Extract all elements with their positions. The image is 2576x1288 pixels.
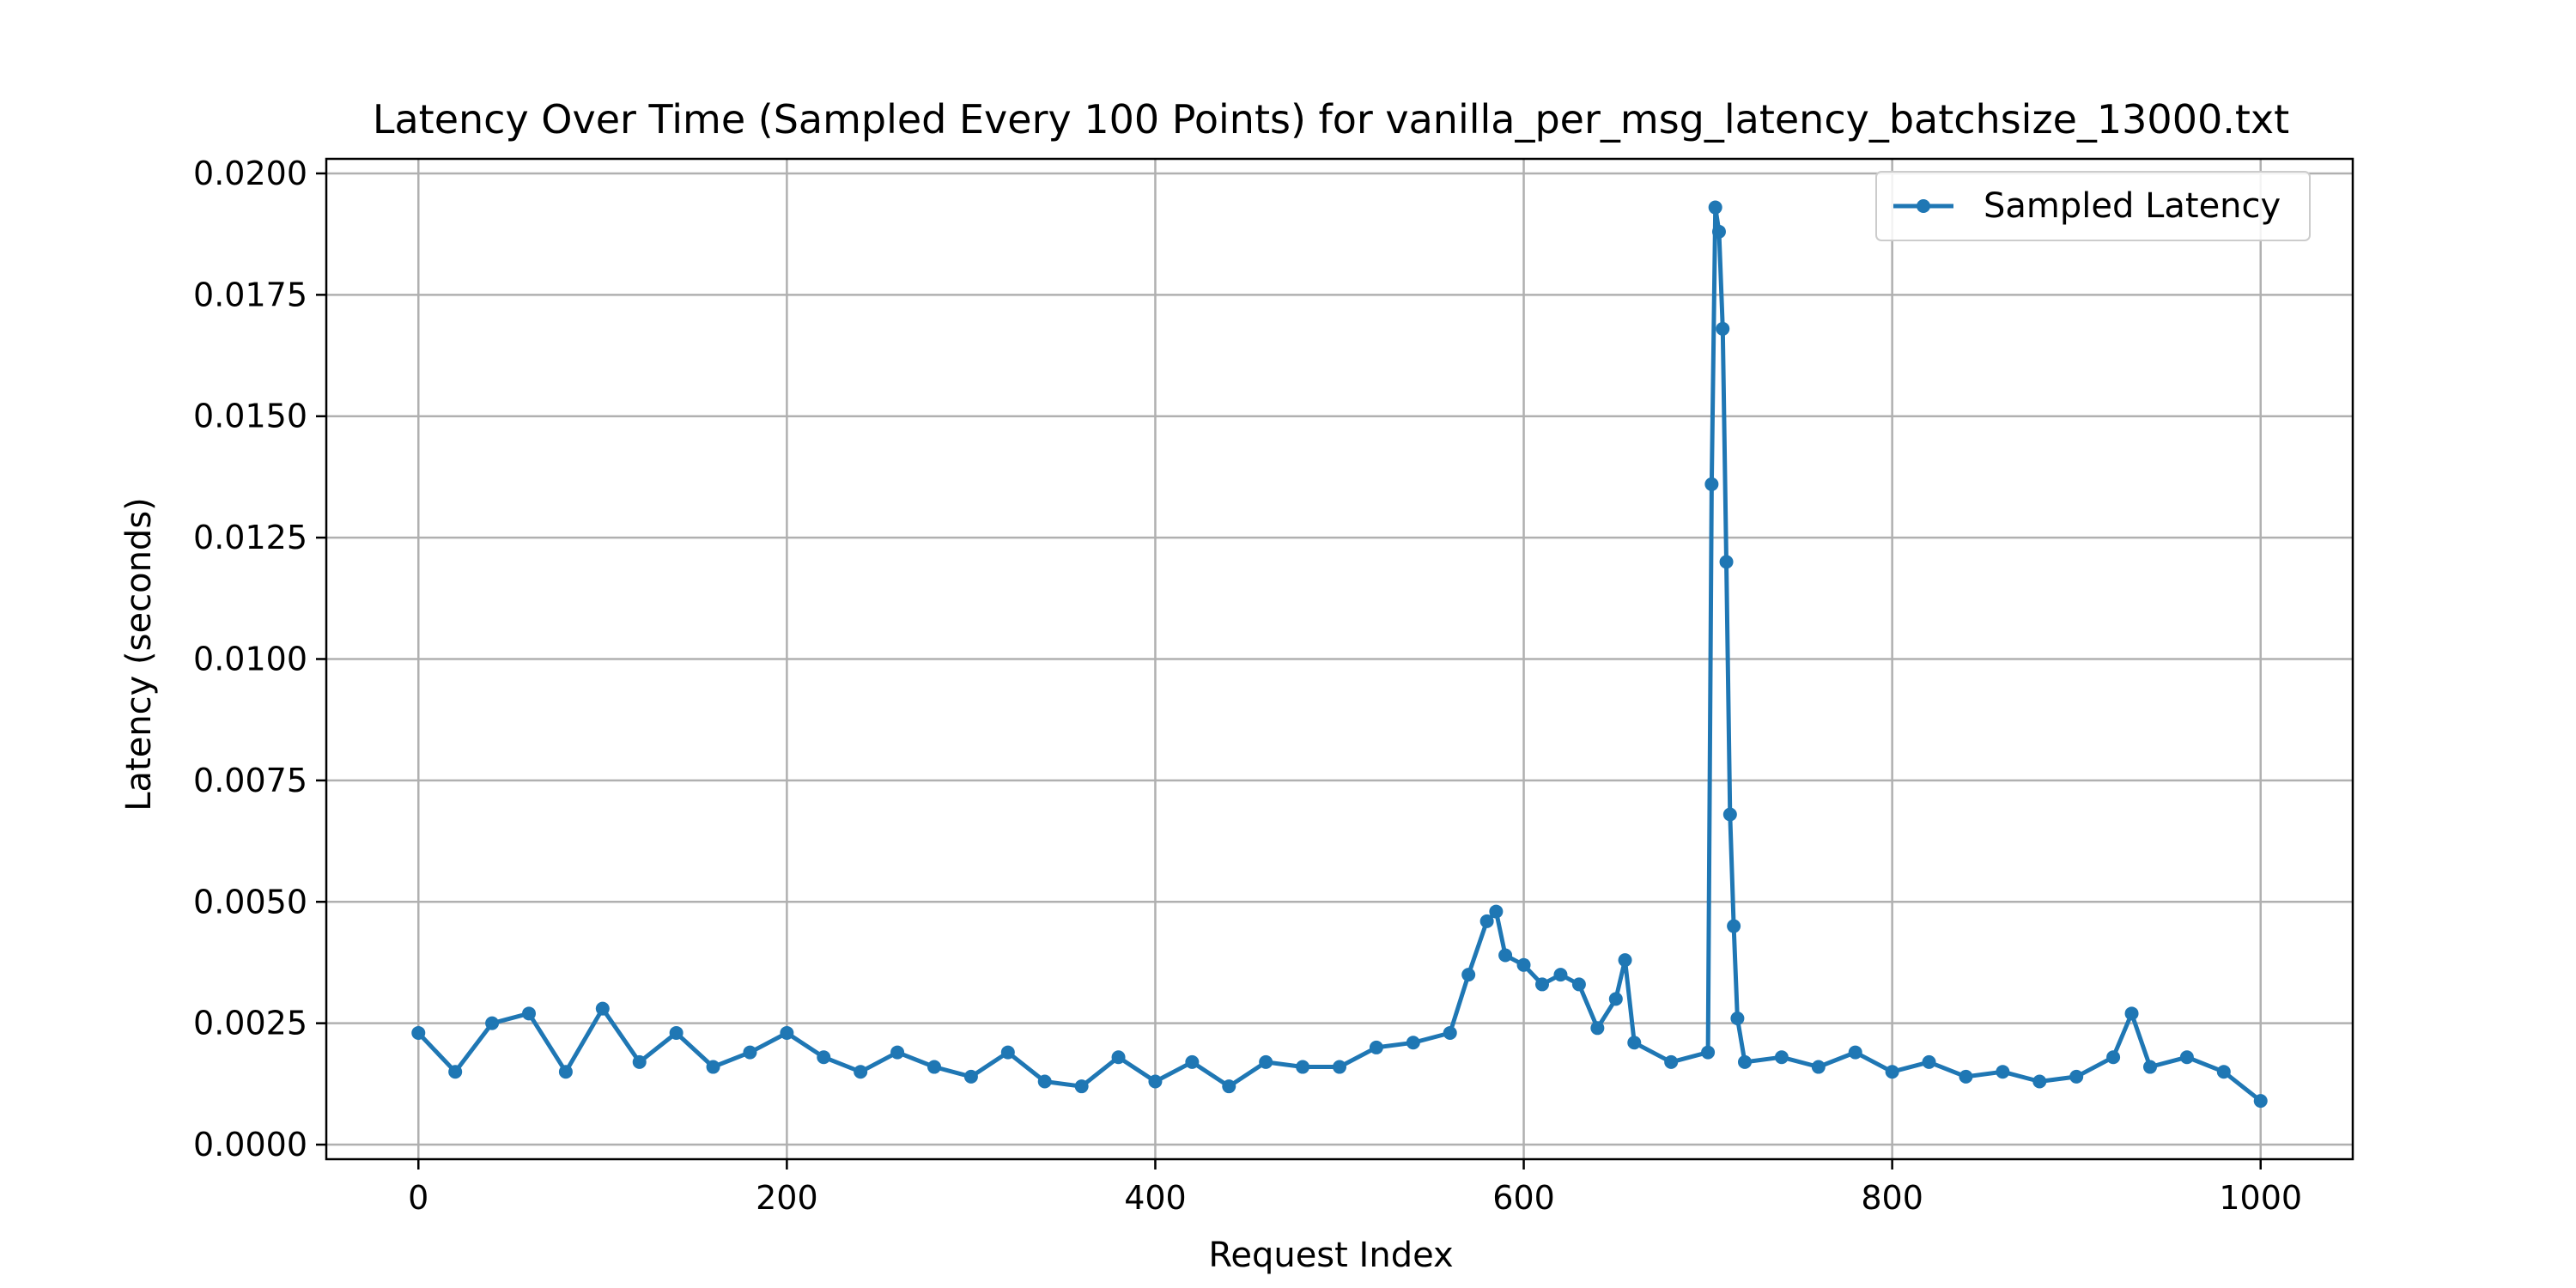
data-point	[1535, 977, 1549, 992]
y-tick-label: 0.0175	[193, 276, 307, 313]
data-point	[2069, 1069, 2084, 1084]
data-point	[817, 1050, 831, 1065]
x-axis-label: Request Index	[1208, 1236, 1453, 1275]
data-point	[1722, 807, 1737, 822]
data-point	[2253, 1094, 2268, 1109]
y-tick-label: 0.0025	[193, 1005, 307, 1042]
chart-title: Latency Over Time (Sampled Every 100 Poi…	[373, 96, 2289, 143]
data-point	[632, 1054, 647, 1069]
data-point	[706, 1060, 720, 1074]
data-point	[1664, 1054, 1679, 1069]
data-point	[1185, 1054, 1200, 1069]
data-point	[1489, 904, 1504, 919]
data-point	[1000, 1045, 1015, 1060]
data-point	[927, 1060, 941, 1074]
data-point	[2124, 1006, 2139, 1021]
data-point	[595, 1001, 610, 1016]
data-point	[963, 1069, 978, 1084]
y-tick-label: 0.0050	[193, 883, 307, 920]
data-point	[1711, 224, 1726, 239]
data-point	[522, 1006, 536, 1021]
data-point	[743, 1045, 757, 1060]
legend-marker-swatch	[1917, 199, 1930, 213]
data-point	[448, 1065, 463, 1079]
data-point	[1959, 1069, 1973, 1084]
legend-label: Sampled Latency	[1984, 186, 2281, 226]
series-layer	[411, 200, 2268, 1109]
y-axis-ticks: 0.0000 0.0025 0.0050 0.0075 0.0100 0.0125 0.01…	[193, 155, 326, 1163]
data-point	[2106, 1050, 2121, 1065]
data-point	[2032, 1074, 2047, 1089]
data-point	[1590, 1021, 1605, 1036]
data-point	[1553, 968, 1568, 982]
x-tick-label: 0	[408, 1179, 428, 1217]
data-point	[1516, 957, 1531, 972]
data-point	[1701, 1045, 1716, 1060]
data-point	[1848, 1045, 1862, 1060]
data-point	[1037, 1074, 1052, 1089]
data-point	[1259, 1054, 1273, 1069]
x-tick-label: 200	[756, 1179, 818, 1217]
y-tick-label: 0.0125	[193, 519, 307, 556]
y-tick-label: 0.0200	[193, 155, 307, 192]
legend-box	[1875, 171, 2311, 241]
data-point	[1716, 321, 1730, 336]
data-point	[1111, 1050, 1126, 1065]
data-point	[411, 1025, 426, 1040]
data-point	[1719, 555, 1734, 569]
data-point	[1461, 968, 1476, 982]
data-point	[1627, 1036, 1642, 1050]
data-point	[1738, 1054, 1752, 1069]
data-point	[1074, 1079, 1089, 1094]
x-axis-ticks: 0 200 400 600 800 1000	[408, 1159, 2302, 1217]
data-point	[1708, 200, 1722, 215]
data-point	[669, 1025, 683, 1040]
data-point	[780, 1025, 794, 1040]
data-point	[1222, 1079, 1236, 1094]
y-tick-label: 0.0000	[193, 1126, 307, 1163]
data-point	[558, 1065, 573, 1079]
x-tick-label: 800	[1861, 1179, 1923, 1217]
data-point	[1498, 948, 1513, 963]
data-point	[485, 1016, 500, 1030]
data-point	[1774, 1050, 1789, 1065]
x-tick-label: 1000	[2219, 1179, 2302, 1217]
data-point	[1618, 953, 1632, 968]
data-point	[1811, 1060, 1826, 1074]
data-point	[1296, 1060, 1310, 1074]
data-point	[1406, 1036, 1420, 1050]
y-tick-label: 0.0150	[193, 398, 307, 435]
data-point	[1730, 1011, 1745, 1025]
data-point	[1996, 1065, 2010, 1079]
data-point	[1369, 1040, 1383, 1054]
data-point	[1608, 992, 1623, 1006]
data-point	[854, 1065, 868, 1079]
y-tick-label: 0.0075	[193, 762, 307, 799]
legend: Sampled Latency	[1875, 171, 2311, 241]
data-point	[1148, 1074, 1163, 1089]
data-point	[1922, 1054, 1936, 1069]
data-point	[2179, 1050, 2194, 1065]
data-point	[1885, 1065, 1899, 1079]
data-point	[1443, 1025, 1457, 1040]
data-point	[1704, 477, 1719, 491]
x-tick-label: 600	[1492, 1179, 1555, 1217]
data-point	[1571, 977, 1586, 992]
data-point	[2143, 1060, 2157, 1074]
x-tick-label: 400	[1124, 1179, 1187, 1217]
data-point	[2216, 1065, 2231, 1079]
data-point	[1333, 1060, 1346, 1074]
data-point	[890, 1045, 905, 1060]
data-point	[1479, 914, 1494, 928]
data-point	[1727, 919, 1741, 933]
grid	[326, 159, 2353, 1159]
y-tick-label: 0.0100	[193, 641, 307, 678]
y-axis-label: Latency (seconds)	[119, 497, 159, 811]
